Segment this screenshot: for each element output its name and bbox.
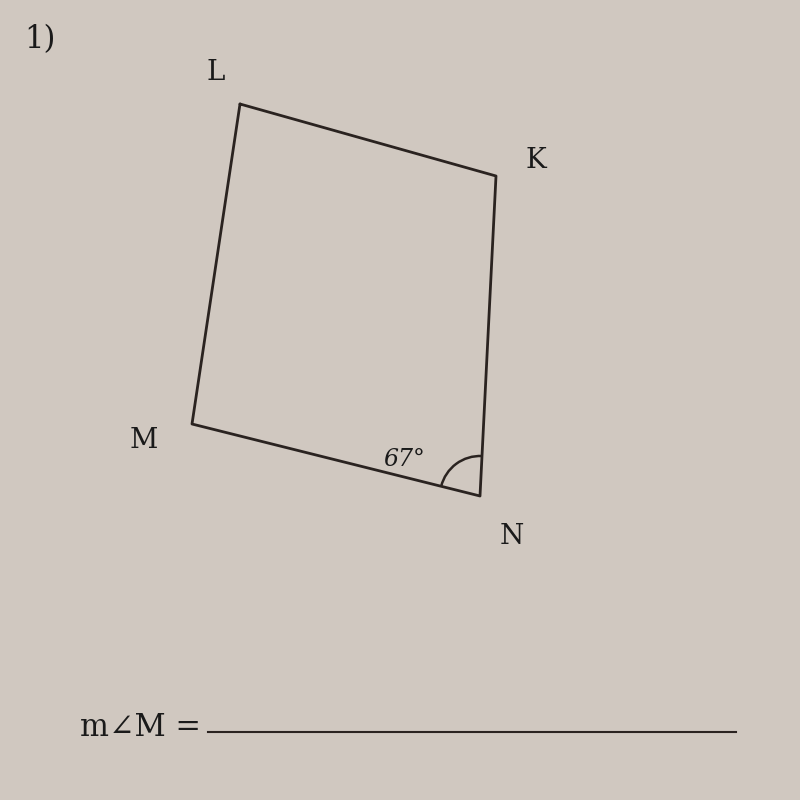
Text: L: L xyxy=(207,58,225,86)
Text: N: N xyxy=(500,522,524,550)
Text: m∠M =: m∠M = xyxy=(80,713,201,743)
Text: 67°: 67° xyxy=(383,449,425,471)
Text: K: K xyxy=(526,146,546,174)
Text: M: M xyxy=(130,426,158,454)
Text: 1): 1) xyxy=(24,24,55,55)
